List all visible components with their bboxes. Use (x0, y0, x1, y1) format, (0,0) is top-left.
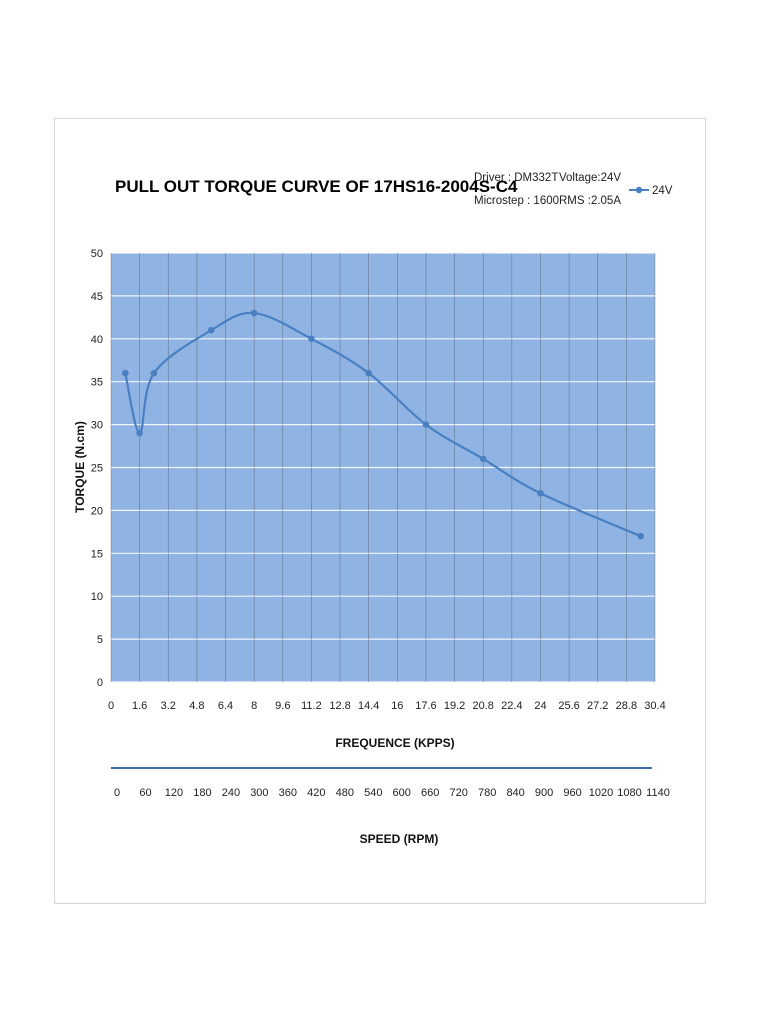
x-tick-label: 16 (391, 700, 403, 712)
y-axis-ticks: 0 5 10 15 20 25 30 35 40 45 50 (91, 248, 103, 689)
speed-tick-label: 300 (250, 787, 268, 799)
rms-info: RMS :2.05A (559, 195, 621, 207)
speed-tick-label: 60 (139, 787, 151, 799)
data-point (308, 335, 315, 343)
series-line (124, 311, 642, 538)
data-point (136, 429, 143, 437)
chart-title: PULL OUT TORQUE CURVE OF 17HS16-2004S-C4 (115, 177, 518, 196)
x-tick-label: 25.6 (558, 700, 579, 712)
y-tick-label: 50 (91, 248, 103, 260)
x-tick-label: 14.4 (358, 700, 379, 712)
speed-tick-label: 120 (165, 787, 183, 799)
speed-tick-label: 480 (336, 787, 354, 799)
speed-tick-label: 540 (364, 787, 382, 799)
data-point (637, 532, 644, 540)
y-tick-label: 30 (91, 420, 103, 432)
legend: 24V (629, 185, 673, 197)
x-tick-label: 6.4 (218, 700, 233, 712)
x-tick-label: 4.8 (189, 700, 204, 712)
y-tick-label: 0 (97, 677, 103, 689)
y-tick-label: 15 (91, 548, 103, 560)
x-tick-label: 20.8 (472, 700, 493, 712)
speed-tick-label: 1020 (589, 787, 613, 799)
y-tick-label: 5 (97, 634, 103, 646)
y-tick-label: 10 (91, 591, 103, 603)
chart: PULL OUT TORQUE CURVE OF 17HS16-2004S-C4… (73, 172, 673, 846)
x-tick-label: 30.4 (644, 700, 665, 712)
y-tick-label: 25 (91, 463, 103, 475)
speed-tick-label: 1140 (646, 787, 670, 799)
speed-tick-label: 1080 (617, 787, 641, 799)
series-24v (122, 309, 644, 540)
x-tick-label: 11.2 (301, 700, 322, 712)
gridlines (110, 252, 656, 683)
y-tick-label: 40 (91, 334, 103, 346)
data-point (365, 369, 372, 377)
speed-tick-label: 600 (393, 787, 411, 799)
data-point (422, 421, 430, 428)
speed-tick-label: 780 (478, 787, 496, 799)
x-tick-label: 9.6 (275, 700, 290, 712)
speed-tick-label: 960 (563, 787, 581, 799)
y-tick-label: 45 (91, 291, 103, 303)
x-tick-label: 27.2 (587, 700, 608, 712)
x-tick-label: 1.6 (132, 700, 147, 712)
y-tick-label: 35 (91, 377, 103, 389)
microstep-info: Microstep : 1600 (474, 195, 559, 207)
data-point (479, 455, 487, 463)
data-point (250, 309, 258, 317)
y-tick-label: 20 (91, 505, 103, 517)
x-tick-label: 0 (108, 700, 114, 712)
speed-tick-label: 240 (222, 787, 240, 799)
voltage-info: Voltage:24V (559, 172, 621, 184)
speed-axis-ticks: 0 60 120 180 240 300 360 420 480 540 600 660 720 780 8… (114, 787, 670, 799)
chart-card: PULL OUT TORQUE CURVE OF 17HS16-2004S-C4… (54, 118, 706, 904)
legend-point-marker (635, 186, 643, 194)
x-tick-label: 22.4 (501, 700, 522, 712)
x-axis-ticks: 0 1.6 3.2 4.8 6.4 8 9.6 11.2 12.8 14.4 16 17.6 19.2 2… (108, 700, 666, 712)
x-tick-label: 19.2 (444, 700, 465, 712)
speed-tick-label: 180 (193, 787, 211, 799)
x-tick-label: 17.6 (415, 700, 436, 712)
x-tick-label: 24 (534, 700, 546, 712)
x-tick-label: 8 (251, 700, 257, 712)
speed-axis-title: SPEED (RPM) (360, 832, 439, 846)
speed-tick-label: 900 (535, 787, 553, 799)
y-axis-title: TORQUE (N.cm) (73, 421, 87, 513)
x-tick-label: 3.2 (161, 700, 176, 712)
x-tick-label: 28.8 (616, 700, 637, 712)
x-axis-title: FREQUENCE (KPPS) (335, 736, 454, 750)
speed-tick-label: 420 (307, 787, 325, 799)
legend-label: 24V (652, 185, 673, 197)
speed-tick-label: 840 (506, 787, 524, 799)
data-point (150, 369, 158, 377)
x-tick-label: 12.8 (329, 700, 350, 712)
speed-tick-label: 660 (421, 787, 439, 799)
speed-tick-label: 360 (279, 787, 297, 799)
data-point (122, 369, 129, 377)
data-point (537, 489, 544, 497)
speed-tick-label: 720 (450, 787, 468, 799)
speed-tick-label: 0 (114, 787, 120, 799)
driver-info: Driver : DM332T (474, 172, 558, 184)
data-point (207, 326, 215, 334)
